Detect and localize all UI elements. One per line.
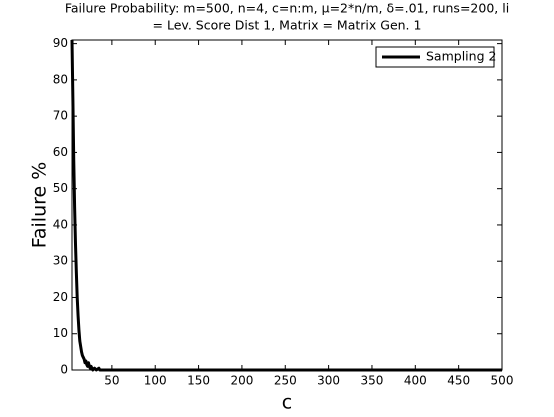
y-tick-label: 10 <box>53 326 68 340</box>
plot-area <box>71 39 503 371</box>
y-tick-label: 30 <box>53 254 68 268</box>
legend-box <box>375 46 495 68</box>
x-tick-label: 400 <box>404 374 427 388</box>
x-tick-label: 250 <box>274 374 297 388</box>
x-tick-label: 500 <box>491 374 514 388</box>
x-axis-label: c <box>282 392 292 414</box>
x-tick-label: 200 <box>230 374 253 388</box>
y-tick-label: 0 <box>60 363 68 377</box>
chart-title: Failure Probability: m=500, n=4, c=n:m, … <box>65 1 509 16</box>
x-tick-label: 50 <box>104 374 119 388</box>
x-tick-label: 350 <box>361 374 384 388</box>
x-tick-label: 100 <box>144 374 167 388</box>
x-tick-label: 150 <box>187 374 210 388</box>
data-line <box>70 39 502 372</box>
y-tick-label: 80 <box>53 72 68 86</box>
y-tick-label: 40 <box>53 217 68 231</box>
y-tick-label: 60 <box>53 145 68 159</box>
chart-title: = Lev. Score Dist 1, Matrix = Matrix Gen… <box>153 18 422 33</box>
x-tick-label: 450 <box>447 374 470 388</box>
y-tick-label: 90 <box>53 36 68 50</box>
x-tick-label: 300 <box>317 374 340 388</box>
y-tick-label: 50 <box>53 181 68 195</box>
y-axis-label: Failure % <box>29 162 51 249</box>
y-tick-label: 70 <box>53 109 68 123</box>
legend-label: Sampling 2 <box>426 49 496 64</box>
y-tick-label: 20 <box>53 290 68 304</box>
